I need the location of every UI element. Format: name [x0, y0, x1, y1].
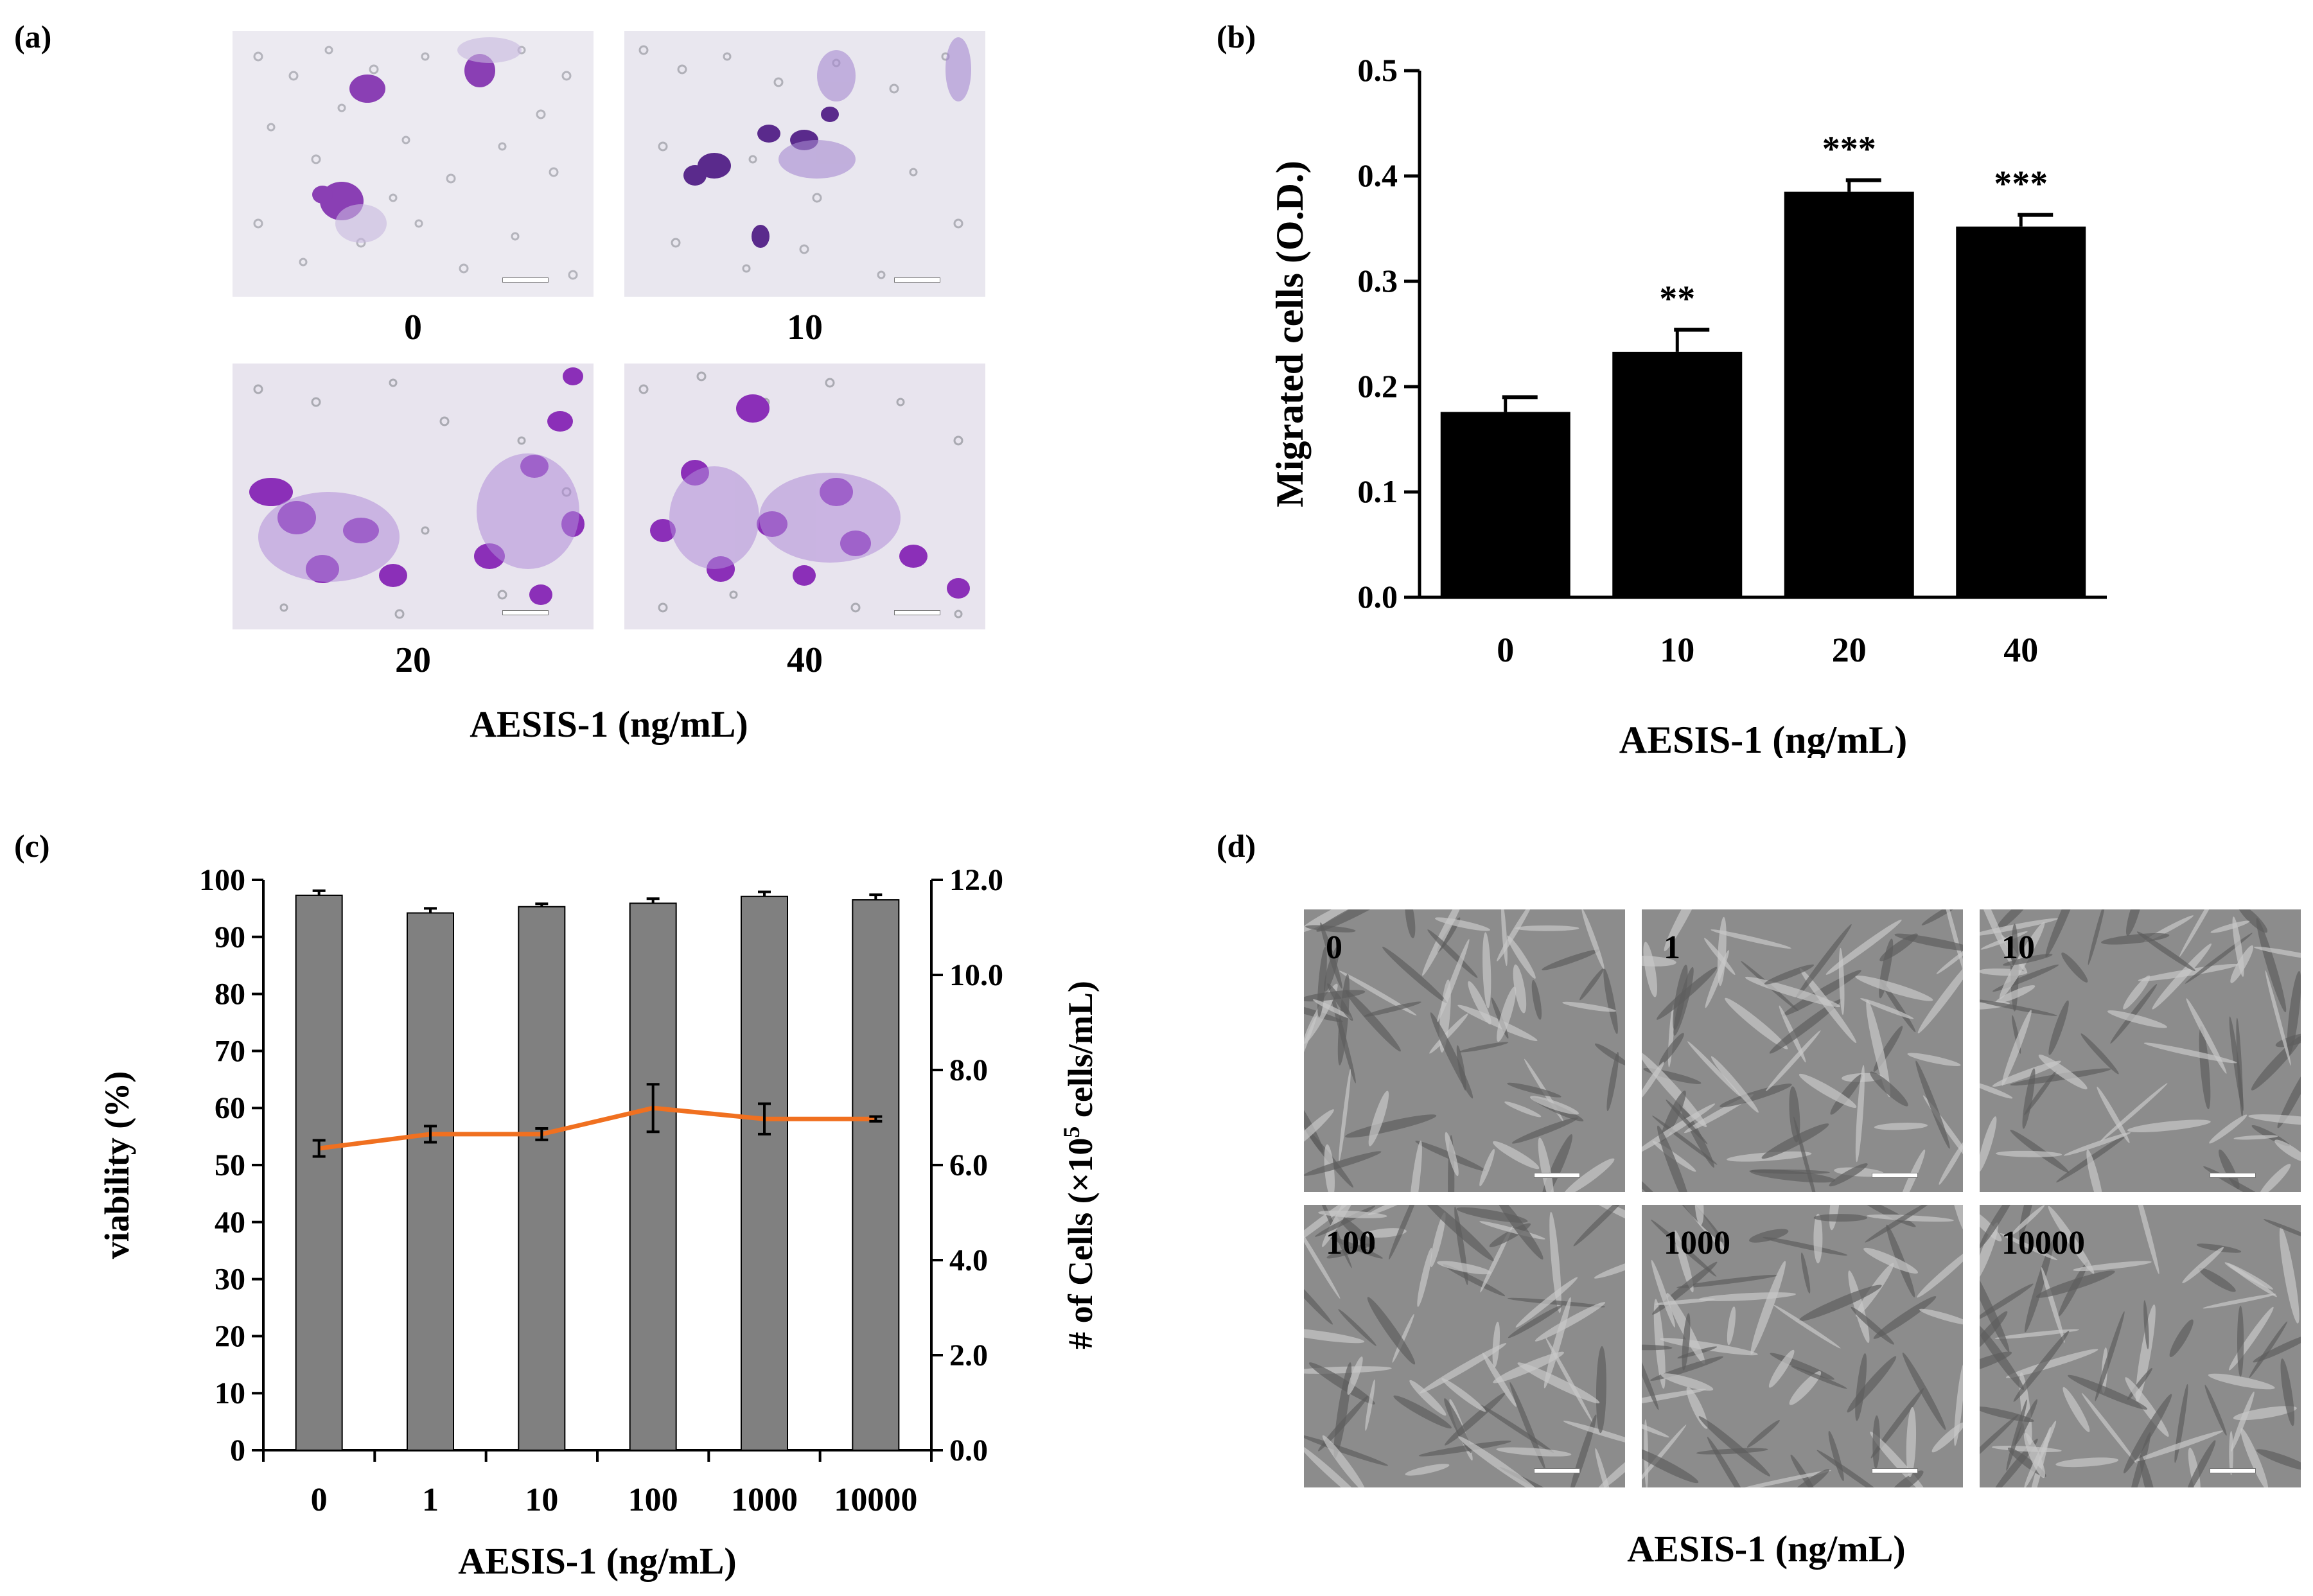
chart-c: 01020304050607080901000.02.04.06.08.010.… — [98, 863, 1100, 1582]
cell-culture-micrograph: 10 — [1980, 909, 2301, 1192]
y-tick-label-left: 50 — [215, 1148, 245, 1182]
viability-bar — [518, 906, 566, 1451]
y-tick-label: 0.4 — [1358, 157, 1398, 193]
scale-bar — [2210, 1173, 2256, 1178]
panel-a-caption: AESIS-1 (ng/mL) — [470, 703, 748, 745]
x-tick-label: 10000 — [834, 1482, 917, 1518]
micrograph-40 — [624, 364, 985, 629]
micrograph-0 — [233, 31, 594, 297]
panel-label-d: (d) — [1217, 828, 1256, 864]
micrograph-20 — [233, 364, 594, 629]
bar — [1784, 191, 1914, 598]
bar — [1612, 351, 1743, 597]
concentration-label: 0 — [1326, 929, 1342, 966]
y-tick-label-right: 0.0 — [949, 1434, 988, 1468]
y-axis-label-left: viability (%) — [98, 1071, 136, 1259]
scale-bar — [502, 610, 549, 615]
micrograph-label-10: 10 — [787, 308, 823, 347]
y-tick-label-left: 40 — [215, 1206, 245, 1240]
micrograph-label-20: 20 — [395, 640, 431, 680]
y-tick-label: 0.5 — [1358, 52, 1398, 88]
micrograph-label-0: 0 — [404, 308, 422, 347]
y-tick-label-left: 90 — [215, 920, 245, 954]
y-tick-label: 0.3 — [1358, 263, 1398, 299]
cell-culture-micrograph: 100 — [1304, 1205, 1625, 1487]
x-tick-label: 1 — [422, 1482, 439, 1518]
chart-b: 0.0 0.1 0.2 0.3 0.4 0.5 0 10 ** 20 *** 40 *** AESIS-1… — [1269, 52, 2107, 758]
viability-bar — [407, 912, 454, 1451]
y-tick-label-right: 6.0 — [949, 1148, 988, 1182]
y-tick-label: 0.2 — [1358, 368, 1398, 404]
y-tick-label-right: 4.0 — [949, 1243, 988, 1277]
y-tick-label: 0.0 — [1358, 579, 1398, 615]
y-tick-label-left: 10 — [215, 1376, 245, 1410]
cell-count-line — [319, 1105, 876, 1151]
cell-culture-micrograph: 1000 — [1642, 1205, 1963, 1487]
significance-label: *** — [1822, 130, 1876, 170]
micrograph-10 — [624, 31, 985, 297]
x-tick-label: 0 — [1497, 631, 1514, 669]
concentration-label: 10000 — [2001, 1225, 2085, 1261]
scale-bar — [1534, 1468, 1580, 1473]
viability-bar — [852, 899, 900, 1451]
scale-bar — [502, 277, 549, 283]
y-tick-label-left: 70 — [215, 1034, 245, 1068]
x-tick-label: 10 — [525, 1482, 558, 1518]
panel-label-c: (c) — [14, 828, 50, 864]
significance-label: ** — [1659, 279, 1695, 319]
cell-culture-micrograph: 10000 — [1980, 1205, 2301, 1487]
cell-culture-micrograph: 0 — [1304, 909, 1625, 1192]
y-tick-label-left: 60 — [215, 1091, 245, 1125]
y-tick-label-left: 20 — [215, 1319, 245, 1353]
y-tick-label-right: 8.0 — [949, 1053, 988, 1087]
y-tick-label-left: 80 — [215, 978, 245, 1012]
x-tick-label: 40 — [2003, 631, 2038, 669]
concentration-label: 10 — [2001, 929, 2035, 966]
cell-culture-micrograph: 1 — [1642, 909, 1963, 1192]
concentration-label: 1000 — [1664, 1225, 1730, 1261]
x-tick-label: 1000 — [731, 1482, 798, 1518]
x-axis-label: AESIS-1 (ng/mL) — [1619, 719, 1907, 758]
panel-d-caption: AESIS-1 (ng/mL) — [1627, 1528, 1906, 1570]
y-tick-label: 0.1 — [1358, 473, 1398, 509]
y-tick-label-right: 10.0 — [949, 958, 1003, 992]
viability-bar — [629, 902, 677, 1451]
scale-bar — [894, 277, 940, 283]
x-tick-label: 100 — [628, 1482, 678, 1518]
panel-label-b: (b) — [1217, 19, 1256, 55]
y-axis-label-right: # of Cells (×105 cells/mL) — [1059, 981, 1100, 1349]
significance-label: *** — [1994, 164, 2048, 204]
scale-bar — [894, 610, 940, 615]
y-axis-label: Migrated cells (O.D.) — [1269, 161, 1311, 507]
scale-bar — [1872, 1468, 1918, 1473]
y-tick-label-left: 30 — [215, 1263, 245, 1297]
concentration-label: 100 — [1326, 1225, 1376, 1261]
concentration-label: 1 — [1664, 929, 1680, 966]
panel-label-a: (a) — [14, 19, 52, 55]
viability-bar — [741, 895, 788, 1451]
x-tick-label: 0 — [311, 1482, 328, 1518]
scale-bar — [2210, 1468, 2256, 1473]
y-tick-label-right: 2.0 — [949, 1338, 988, 1372]
x-axis-label: AESIS-1 (ng/mL) — [458, 1540, 736, 1582]
bar — [1956, 226, 2086, 598]
y-tick-label-left: 100 — [199, 863, 245, 897]
viability-bar — [295, 894, 343, 1451]
x-tick-label: 20 — [1832, 631, 1867, 669]
y-tick-label-left: 0 — [230, 1434, 245, 1468]
bar — [1440, 412, 1570, 597]
scale-bar — [1872, 1173, 1918, 1178]
scale-bar — [1534, 1173, 1580, 1178]
x-tick-label: 10 — [1660, 631, 1694, 669]
y-tick-label-right: 12.0 — [949, 863, 1003, 897]
micrograph-label-40: 40 — [787, 640, 823, 680]
